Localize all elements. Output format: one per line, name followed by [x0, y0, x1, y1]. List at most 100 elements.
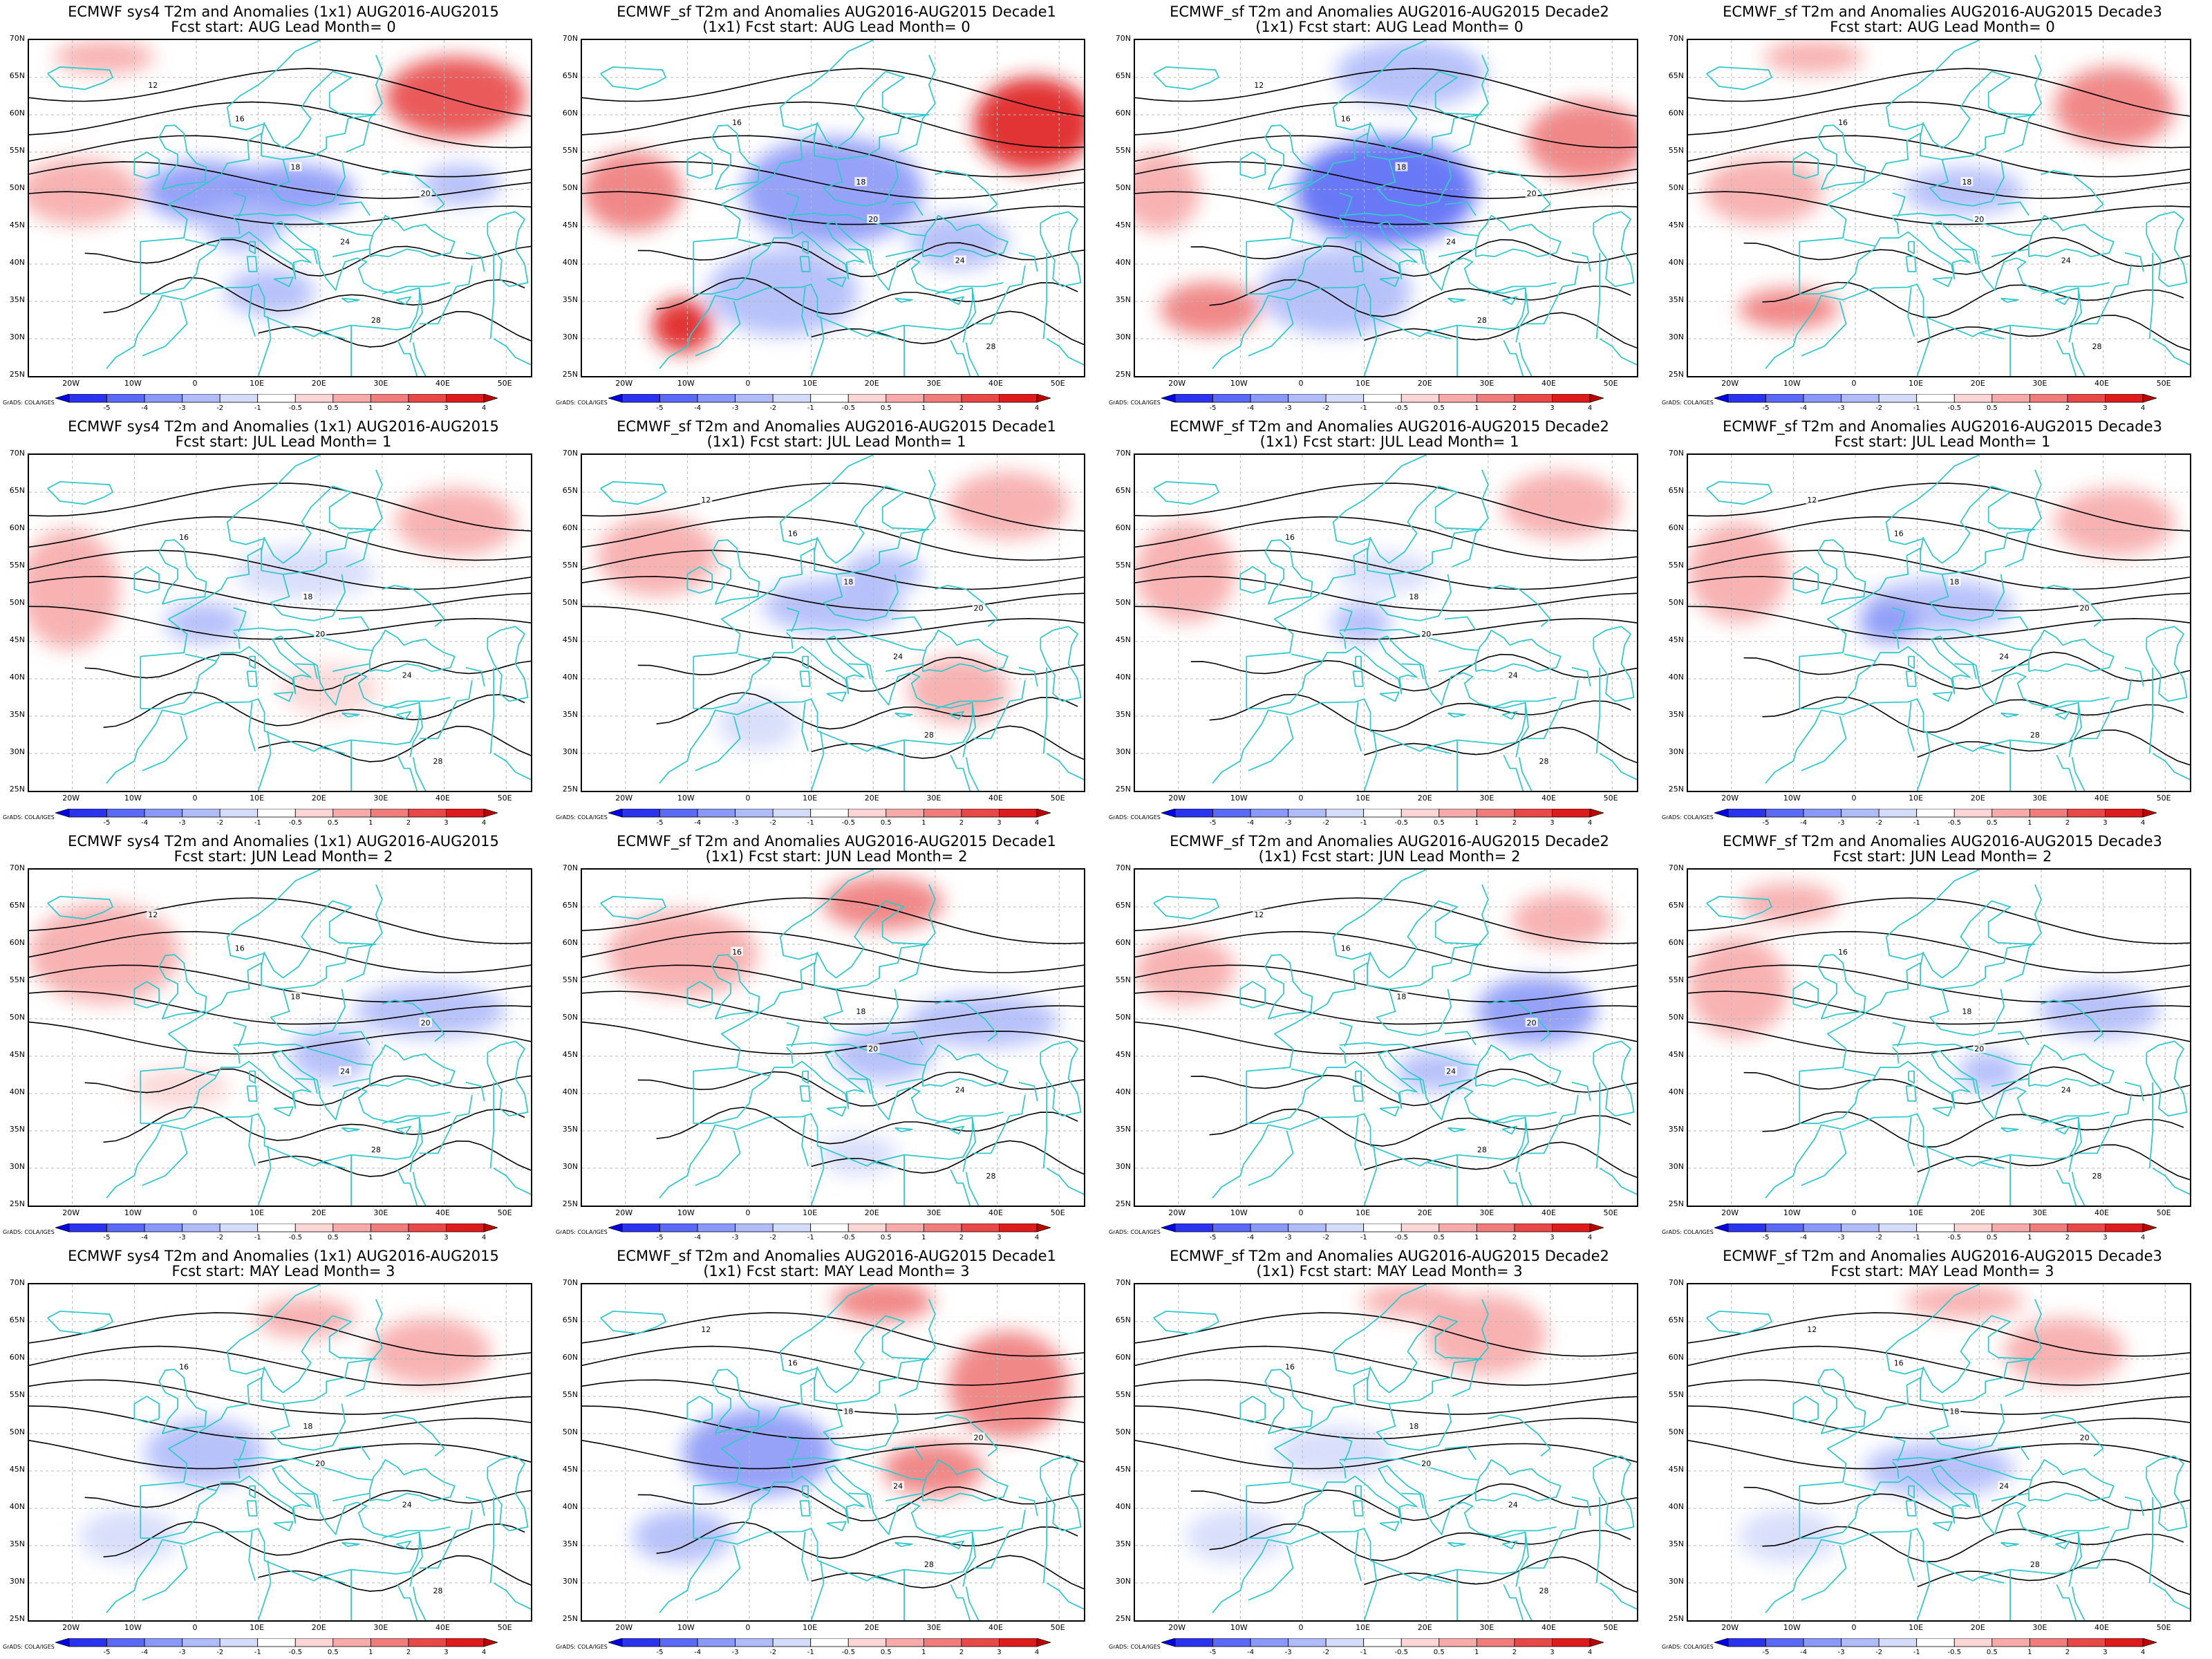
- isotherm-line: [1917, 729, 2190, 766]
- outline-path: [1907, 1531, 1915, 1582]
- outline-path: [1438, 1492, 1477, 1502]
- isotherm-line: [103, 1521, 525, 1558]
- outline-path: [1438, 248, 1477, 258]
- outline-path: [1792, 566, 1819, 594]
- temperature-contours: [29, 897, 531, 1177]
- outline-path: [2148, 667, 2154, 754]
- contour-label: 12: [701, 1325, 711, 1334]
- outline-path: [233, 212, 373, 236]
- lat-label: 60N: [9, 1353, 25, 1362]
- outline-path: [826, 1521, 847, 1532]
- lon-label: 0: [1298, 1623, 1304, 1632]
- lon-label: 20W: [1721, 794, 1739, 803]
- colorbar-segment: [735, 1224, 774, 1232]
- colorbar-segment: [1212, 1224, 1251, 1232]
- outline-path: [1954, 248, 1977, 265]
- contour-label-bg: [400, 670, 413, 679]
- lat-label: 50N: [1115, 598, 1131, 607]
- colorbar-max-arrow: [1036, 394, 1051, 403]
- outline-path: [409, 702, 423, 758]
- colorbar-segment: [999, 1638, 1038, 1647]
- outline-path: [1367, 536, 1371, 552]
- lon-label: 10W: [1230, 379, 1248, 388]
- panel-title: ECMWF sys4 T2m and Anomalies (1x1) AUG20…: [68, 418, 499, 435]
- outline-path: [1991, 248, 2030, 258]
- outline-path: [489, 1082, 495, 1169]
- lat-label: 35N: [1115, 1539, 1131, 1548]
- colorbar: -5-4-3-2-1-0.50.512345: [55, 809, 498, 825]
- lon-label: 20W: [615, 1208, 633, 1217]
- outline-path: [489, 252, 495, 339]
- outline-path: [1571, 1496, 1591, 1516]
- colorbar-tick-label: 4: [1588, 819, 1592, 825]
- outline-path: [465, 1081, 485, 1101]
- outline-path: [419, 285, 458, 325]
- colorbar-svg: -5-4-3-2-1-0.50.512345: [1161, 1224, 1604, 1240]
- lon-label: 40E: [2094, 379, 2109, 388]
- outline-path: [2124, 1496, 2144, 1516]
- contour-label: 28: [433, 1586, 443, 1595]
- lat-label: 65N: [1668, 486, 1684, 495]
- outline-path: [1009, 1095, 1026, 1117]
- lat-label: 30N: [1668, 1162, 1684, 1171]
- isotherm-line: [1688, 1312, 2190, 1357]
- temperature-contours: [582, 68, 1084, 346]
- colorbar-tick-label: -0.5: [289, 1649, 303, 1655]
- outline-path: [142, 715, 188, 771]
- outline-path: [397, 1169, 418, 1206]
- outline-path: [1445, 1031, 1477, 1046]
- isotherm-line: [1364, 1556, 1637, 1593]
- outline-path: [1792, 981, 1819, 1009]
- temperature-contours: [1688, 1312, 2190, 1595]
- panel-title: ECMWF_sf T2m and Anomalies AUG2016-AUG20…: [1723, 3, 2162, 20]
- outline-path: [965, 1172, 980, 1206]
- contour-label: 16: [788, 529, 798, 538]
- coastlines-borders: [600, 455, 1084, 791]
- outline-path: [2115, 680, 2132, 702]
- outline-path: [814, 1366, 818, 1382]
- colorbar-segment: [2029, 394, 2068, 403]
- contour-label: 20: [2080, 1433, 2090, 1442]
- colorbar-segment: [2067, 394, 2106, 403]
- outline-path: [270, 1403, 346, 1451]
- lon-label: 0: [1298, 379, 1304, 388]
- map-panel: ECMWF sys4 T2m and Anomalies (1x1) AUG20…: [0, 830, 553, 1244]
- outline-path: [1503, 1169, 1524, 1206]
- contour-label-bg: [867, 214, 880, 224]
- colorbar-segment: [2105, 1638, 2144, 1647]
- lon-label: 20W: [62, 379, 80, 388]
- outline-path: [409, 1117, 423, 1172]
- lon-label: 50E: [1050, 1208, 1065, 1217]
- lon-label: 50E: [497, 379, 512, 388]
- outline-path: [1562, 1095, 1579, 1117]
- lat-label: 50N: [9, 1427, 25, 1436]
- panel-subtitle: Fcst start: AUG Lead Month= 0: [1830, 19, 2055, 35]
- lon-label: 20E: [1417, 1623, 1432, 1632]
- warm-anomaly-area: [1688, 937, 1789, 1038]
- colorbar-tick-label: 3: [1550, 1234, 1554, 1240]
- contour-label: 16: [1285, 1362, 1295, 1371]
- lat-label: 25N: [1668, 1199, 1684, 1208]
- outline-path: [140, 40, 377, 294]
- colorbar-tick-label: 3: [2103, 1234, 2107, 1240]
- lat-label: 40N: [562, 673, 578, 682]
- lat-label: 35N: [1668, 1539, 1684, 1548]
- contour-label: 24: [2061, 1086, 2071, 1095]
- lon-label: 40E: [435, 794, 450, 803]
- isotherm-line: [1743, 236, 2190, 275]
- outline-path: [341, 297, 360, 303]
- outline-path: [1916, 1145, 1931, 1206]
- outline-path: [2148, 1497, 2154, 1584]
- colorbar-segment: [1878, 1638, 1918, 1647]
- colorbar-segment: [1841, 1224, 1880, 1232]
- colorbar-tick-label: -5: [1210, 404, 1217, 411]
- colorbar-tick-label: 4: [482, 404, 486, 411]
- colorbar-tick-label: -2: [769, 1234, 776, 1240]
- outline-path: [332, 248, 371, 258]
- lon-label: 10E: [1909, 379, 1924, 388]
- outline-path: [1503, 754, 1524, 791]
- outline-path: [1801, 715, 1847, 771]
- outline-path: [1920, 1366, 1924, 1382]
- lon-label: 40E: [988, 794, 1003, 803]
